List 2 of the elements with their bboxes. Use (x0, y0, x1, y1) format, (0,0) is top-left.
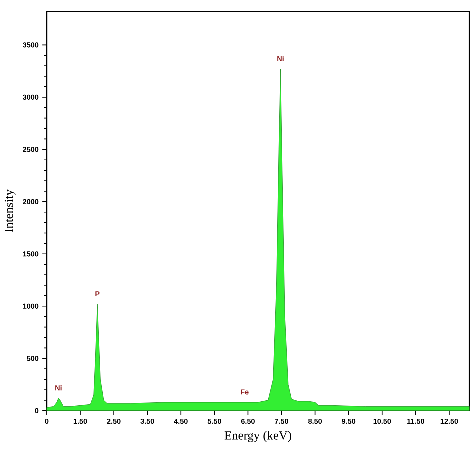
y-axis-title: Intensity (4, 190, 16, 233)
x-axis-title: Energy (keV) (224, 431, 292, 443)
